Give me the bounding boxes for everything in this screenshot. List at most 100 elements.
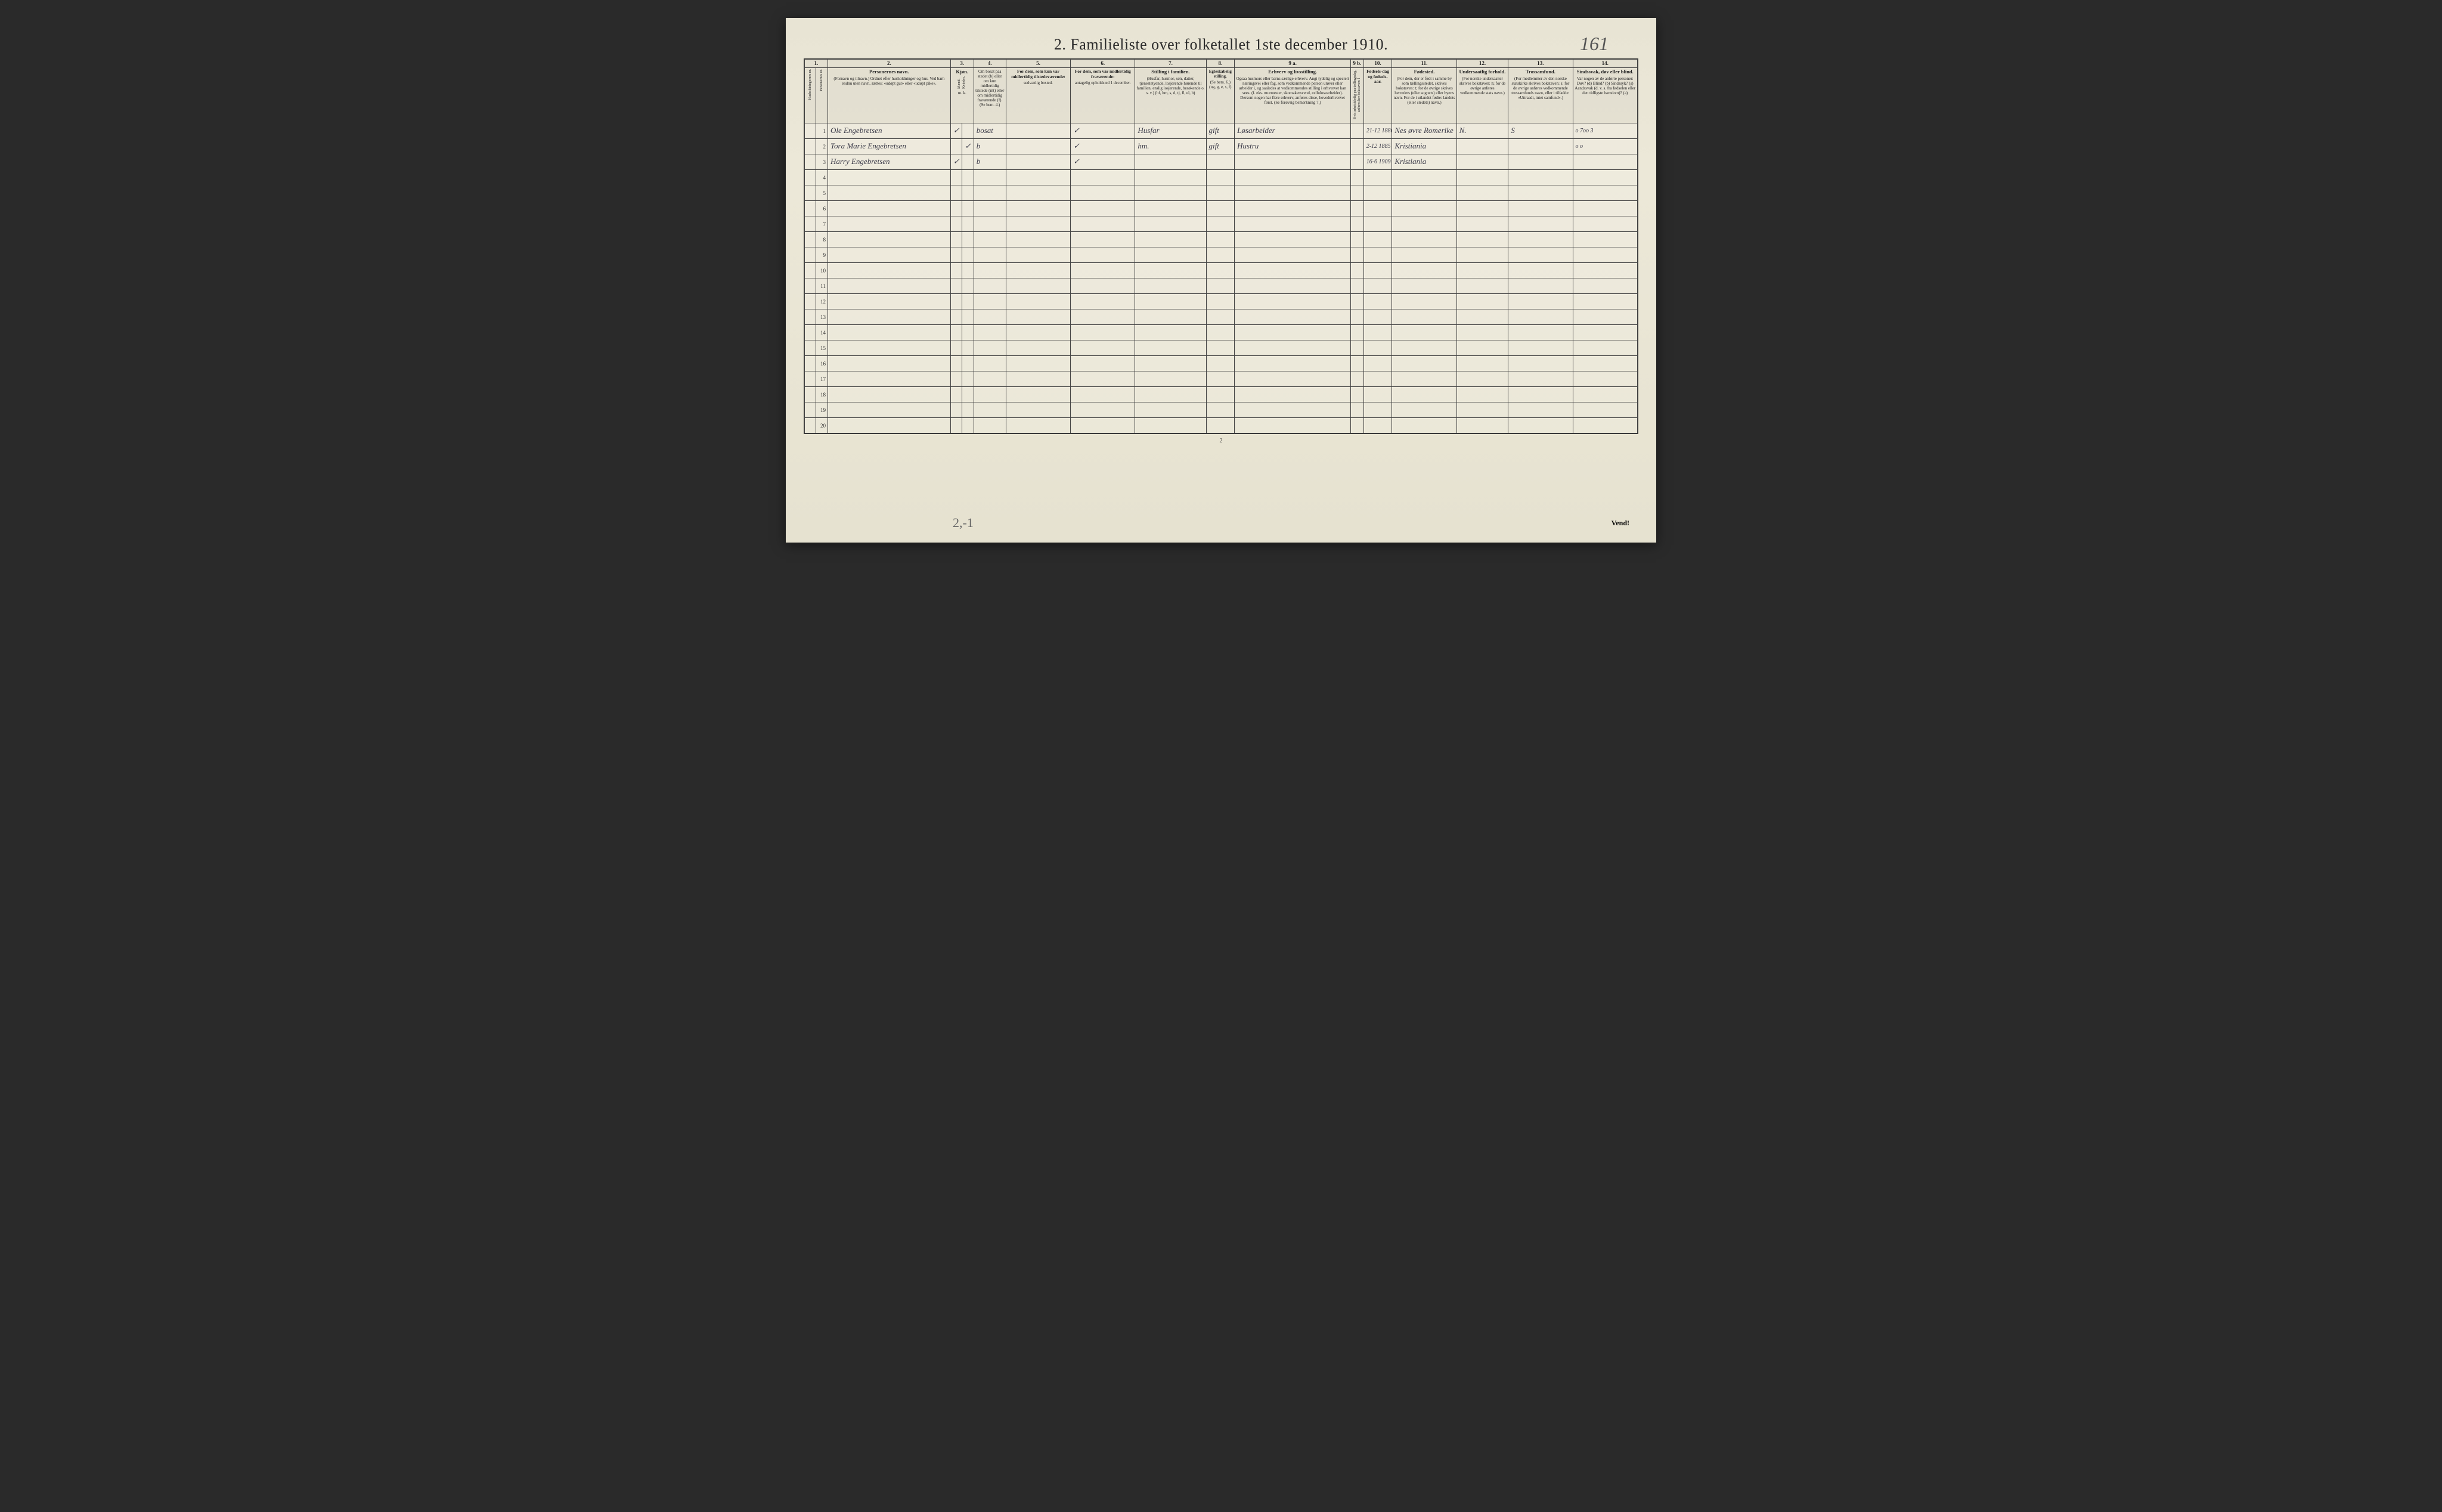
colnum-7: 7. [1135,60,1206,68]
cell-occupation [1235,325,1351,340]
cell-residence [974,387,1006,402]
cell-unemployed [1351,340,1364,356]
cell-person-nr: 12 [816,294,828,309]
cell-unemployed [1351,247,1364,263]
cell-unemployed [1351,387,1364,402]
cell-religion [1508,247,1573,263]
cell-nationality [1456,387,1508,402]
cell-religion [1508,170,1573,185]
hdr-birthplace: Fødested. (For dem, der er født i samme … [1392,68,1456,123]
cell-birthplace [1392,325,1456,340]
cell-occupation [1235,185,1351,201]
cell-disability [1573,325,1637,340]
table-row: 18 [805,387,1638,402]
cell-temp-absent [1071,263,1135,278]
cell-family-position [1135,201,1206,216]
cell-temp-present [1006,123,1070,139]
colnum-3: 3. [950,60,974,68]
cell-residence [974,356,1006,371]
colnum-12: 12. [1456,60,1508,68]
cell-birthplace [1392,402,1456,418]
cell-disability: o 7oo 3 [1573,123,1637,139]
cell-temp-absent [1071,340,1135,356]
table-row: 16 [805,356,1638,371]
cell-unemployed [1351,418,1364,433]
cell-birthdate [1363,201,1392,216]
cell-marital [1206,402,1235,418]
cell-unemployed [1351,325,1364,340]
cell-household-nr [805,356,816,371]
cell-temp-present [1006,278,1070,294]
page-title: 2. Familieliste over folketallet 1ste de… [1054,36,1388,53]
cell-temp-absent [1071,418,1135,433]
cell-temp-present [1006,139,1070,154]
cell-temp-present [1006,325,1070,340]
hdr-person-nr: Personernes nr. [816,68,828,123]
cell-name: Harry Engebretsen [828,154,950,170]
cell-person-nr: 11 [816,278,828,294]
cell-temp-present [1006,154,1070,170]
hdr-temp-present: For dem, som kun var midlertidig tilsted… [1006,68,1070,123]
table-row: 7 [805,216,1638,232]
cell-birthplace [1392,185,1456,201]
table-row: 11 [805,278,1638,294]
hdr-religion: Trossamfund. (For medlemmer av den norsk… [1508,68,1573,123]
cell-birthdate [1363,278,1392,294]
cell-unemployed [1351,185,1364,201]
footer-annotation: 2,-1 [953,515,974,531]
cell-religion [1508,387,1573,402]
cell-marital [1206,278,1235,294]
colnum-9b: 9 b. [1351,60,1364,68]
page-annotation: 161 [1580,33,1609,55]
cell-marital [1206,232,1235,247]
cell-unemployed [1351,278,1364,294]
cell-temp-absent [1071,356,1135,371]
cell-sex-k [962,154,974,170]
cell-nationality: N. [1456,123,1508,139]
cell-temp-present [1006,294,1070,309]
cell-temp-present [1006,232,1070,247]
cell-family-position: hm. [1135,139,1206,154]
cell-occupation [1235,216,1351,232]
table-row: 6 [805,201,1638,216]
cell-nationality [1456,201,1508,216]
cell-residence [974,216,1006,232]
cell-sex-m: ✓ [950,154,962,170]
cell-temp-present [1006,371,1070,387]
column-number-row: 1. 2. 3. 4. 5. 6. 7. 8. 9 a. 9 b. 10. 11… [805,60,1638,68]
cell-occupation [1235,294,1351,309]
cell-name [828,247,950,263]
cell-marital [1206,201,1235,216]
cell-nationality [1456,247,1508,263]
cell-birthplace [1392,216,1456,232]
cell-unemployed [1351,402,1364,418]
cell-family-position [1135,263,1206,278]
table-row: 1Ole Engebretsen✓bosat✓HusfargiftLøsarbe… [805,123,1638,139]
cell-temp-absent [1071,216,1135,232]
cell-religion [1508,201,1573,216]
cell-household-nr [805,123,816,139]
cell-birthplace: Nes øvre Romerike [1392,123,1456,139]
cell-nationality [1456,371,1508,387]
cell-temp-absent [1071,371,1135,387]
cell-birthplace: Kristiania [1392,139,1456,154]
cell-person-nr: 4 [816,170,828,185]
cell-sex-m [950,185,962,201]
cell-residence: b [974,139,1006,154]
cell-name [828,216,950,232]
table-row: 5 [805,185,1638,201]
cell-religion [1508,325,1573,340]
cell-person-nr: 20 [816,418,828,433]
cell-birthdate [1363,340,1392,356]
cell-disability [1573,418,1637,433]
cell-residence [974,263,1006,278]
cell-unemployed [1351,201,1364,216]
cell-disability [1573,387,1637,402]
cell-residence [974,418,1006,433]
cell-name [828,402,950,418]
cell-nationality [1456,325,1508,340]
cell-religion [1508,263,1573,278]
cell-sex-k [962,356,974,371]
cell-disability [1573,294,1637,309]
cell-birthdate [1363,232,1392,247]
